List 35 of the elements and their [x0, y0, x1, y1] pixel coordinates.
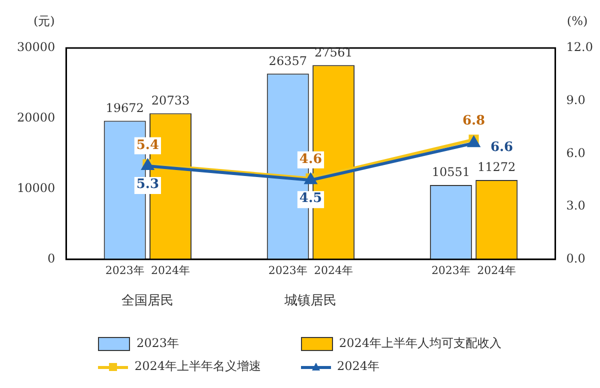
- data-label: 11272: [477, 160, 516, 174]
- x-tick-label: 城镇居民: [284, 294, 337, 309]
- y-tick-label: 20000: [16, 110, 56, 125]
- y-tick-label: 0: [48, 252, 56, 266]
- y2-tick-label: 6.0: [566, 146, 586, 160]
- text: 2024年: [477, 264, 516, 277]
- y-tick-label: 10000: [16, 181, 56, 196]
- data-label: 26357: [268, 54, 307, 68]
- text: 2024年: [314, 264, 354, 277]
- data-label: 20733: [151, 93, 190, 108]
- y-tick-label: 30000: [16, 40, 56, 54]
- legend-label: 2024年: [337, 358, 380, 375]
- data-label: 27561: [314, 45, 353, 60]
- y2-tick-label: 9.0: [566, 92, 586, 107]
- data-label: 4.6: [299, 152, 322, 168]
- data-label: 5.3: [136, 176, 160, 192]
- y2-tick-label: 0.0: [566, 252, 586, 266]
- data-label: 4.5: [299, 191, 322, 206]
- legend-label: 2023年: [136, 335, 179, 352]
- y2-tick-label: 12.0: [566, 40, 593, 54]
- y-axis-title: (元): [33, 14, 55, 28]
- legend-label: 2024年上半年名义增速: [134, 358, 261, 375]
- data-label: 6.8: [462, 113, 486, 128]
- text: 2023年: [105, 264, 144, 277]
- y2-tick-label: 3.0: [566, 198, 586, 213]
- legend-label: 2024年上半年人均可支配收入: [339, 335, 502, 352]
- data-label: 5.4: [136, 138, 160, 154]
- x-tick-label: 全国居民: [122, 294, 174, 309]
- text: 2023年: [268, 264, 308, 277]
- text: 2023年: [431, 264, 470, 277]
- text: 2024年: [151, 264, 190, 277]
- data-label: 6.6: [490, 140, 514, 156]
- y2-axis-title: (%): [566, 14, 588, 28]
- data-label: 19672: [106, 100, 144, 115]
- data-label: 10551: [432, 165, 470, 180]
